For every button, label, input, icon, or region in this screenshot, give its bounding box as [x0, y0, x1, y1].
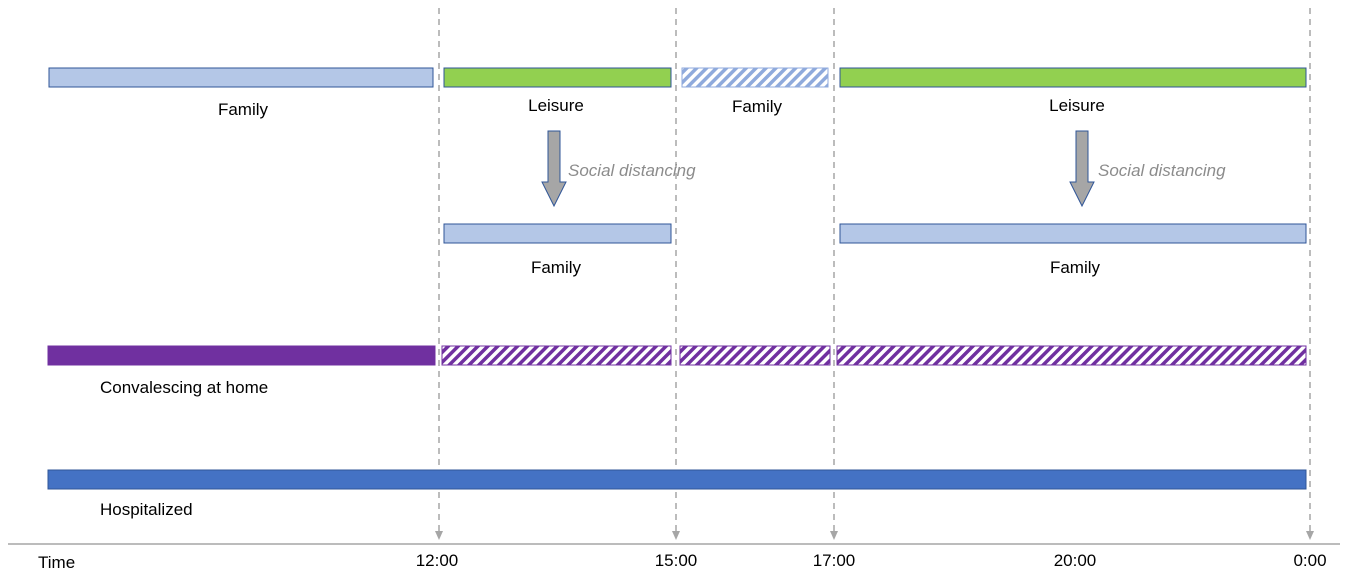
label-family-afternoon: Family: [531, 258, 582, 277]
tick-label-15: 15:00: [655, 551, 698, 570]
label-leisure-evening: Leisure: [1049, 96, 1105, 115]
bar-convalescing-hatched-2: [679, 345, 831, 366]
row-distancing-schedule: Family Family: [443, 223, 1307, 277]
time-guide-lines: [435, 8, 1314, 540]
label-hospitalized: Hospitalized: [100, 500, 193, 519]
bar-convalescing-hatched-1: [441, 345, 672, 366]
row-hospitalized: Hospitalized: [47, 469, 1307, 519]
bar-family-morning: [48, 67, 434, 88]
label-family-evening: Family: [1050, 258, 1101, 277]
bar-hospitalized: [47, 469, 1307, 490]
social-distancing-transition-2: Social distancing: [1069, 130, 1226, 208]
guide-arrowhead-15: [672, 531, 680, 540]
note-social-distancing-2: Social distancing: [1098, 161, 1226, 180]
note-social-distancing-1: Social distancing: [568, 161, 696, 180]
bar-family-afternoon: [443, 223, 672, 244]
bar-family-hatched: [681, 67, 829, 88]
label-leisure-afternoon: Leisure: [528, 96, 584, 115]
social-distancing-transition-1: Social distancing: [541, 130, 696, 208]
bar-leisure-evening: [839, 67, 1307, 88]
tick-label-12: 12:00: [416, 551, 459, 570]
tick-label-17: 17:00: [813, 551, 856, 570]
bar-leisure-afternoon: [443, 67, 672, 88]
guide-arrowhead-17: [830, 531, 838, 540]
time-axis-label: Time: [38, 553, 75, 572]
label-family-hatched: Family: [732, 97, 783, 116]
tick-label-20: 20:00: [1054, 551, 1097, 570]
tick-label-0: 0:00: [1293, 551, 1326, 570]
row-normal-schedule: Family Leisure Family Leisure: [48, 67, 1307, 119]
bar-convalescing-hatched-3: [836, 345, 1307, 366]
bar-convalescing-solid: [47, 345, 436, 366]
label-convalescing: Convalescing at home: [100, 378, 268, 397]
down-arrow-icon: [1069, 130, 1095, 208]
guide-arrowhead-0: [1306, 531, 1314, 540]
guide-arrowhead-12: [435, 531, 443, 540]
down-arrow-icon: [541, 130, 567, 208]
bar-family-evening: [839, 223, 1307, 244]
time-axis: Time 12:00 15:00 17:00 20:00 0:00: [8, 543, 1340, 572]
row-convalescing: Convalescing at home: [47, 345, 1307, 397]
label-family-morning: Family: [218, 100, 269, 119]
